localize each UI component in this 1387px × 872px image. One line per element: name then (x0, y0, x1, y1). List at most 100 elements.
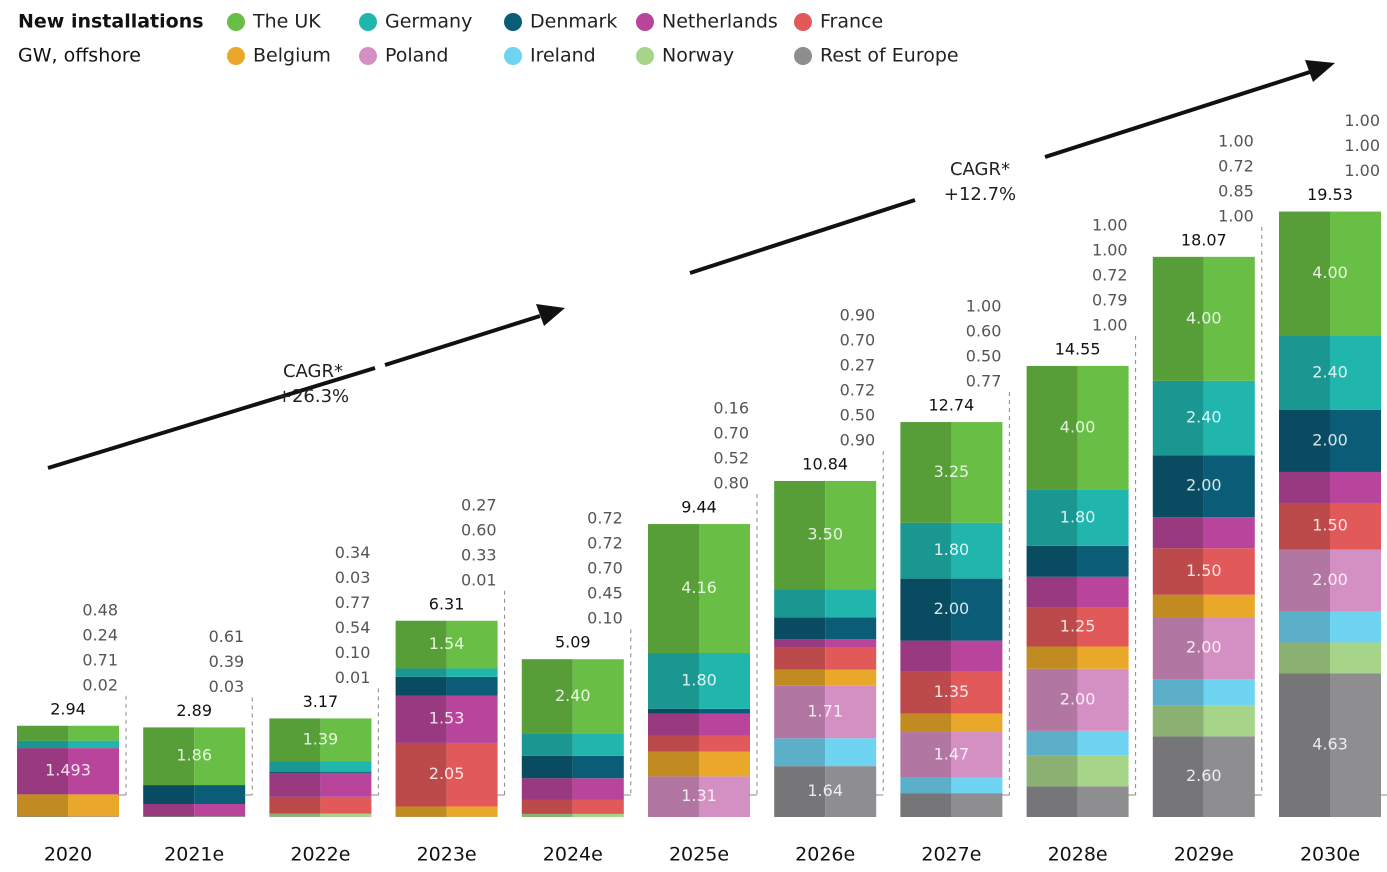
total-label: 10.84 (802, 454, 848, 473)
side-label: 0.34 (335, 543, 371, 562)
legend-label: France (820, 11, 883, 33)
data-label: 1.53 (429, 709, 465, 728)
bar-shade (1027, 786, 1078, 817)
bar-shade (396, 669, 447, 677)
side-label: 1.00 (1092, 315, 1128, 334)
bar-face (1204, 679, 1255, 705)
total-label: 14.55 (1055, 339, 1101, 358)
bar-face (825, 738, 876, 766)
bar-face (825, 647, 876, 669)
data-label: 1.71 (807, 701, 843, 720)
x-tick-label: 2026e (795, 844, 855, 866)
bar-shade (522, 814, 573, 817)
side-label: 0.70 (840, 330, 876, 349)
arrow-head (1305, 60, 1335, 82)
x-tick-label: 2023e (417, 844, 477, 866)
side-label: 0.60 (966, 322, 1002, 341)
legend-label: Poland (385, 45, 448, 67)
bar-shade (648, 752, 699, 777)
bar-shade (1279, 642, 1330, 673)
bar-segment (648, 735, 750, 751)
side-label: 0.72 (1218, 156, 1254, 175)
bar-segment (17, 794, 119, 816)
bar-shade (1027, 755, 1078, 786)
total-label: 2.94 (50, 699, 86, 718)
data-label: 2.40 (1312, 362, 1348, 381)
data-label: 1.50 (1186, 561, 1222, 580)
bar-shade (522, 756, 573, 778)
bar-segment (648, 714, 750, 736)
x-tick-label: 2022e (290, 844, 350, 866)
bar-segment (774, 670, 876, 686)
bar-shade (900, 641, 951, 672)
bar-shade (143, 785, 194, 804)
bar-segment (1153, 705, 1255, 736)
bar-shade (774, 639, 825, 647)
bar-segment (1027, 755, 1129, 786)
side-label: 0.77 (335, 593, 371, 612)
bar-face (573, 800, 624, 814)
bar-face (1078, 546, 1129, 577)
legend-label: Belgium (253, 45, 331, 67)
data-label: 1.493 (45, 761, 91, 780)
legend-swatch (504, 47, 522, 65)
bar-face (1204, 517, 1255, 548)
data-label: 2.00 (1312, 430, 1348, 449)
bar-face (573, 814, 624, 817)
bar-shade (522, 778, 573, 800)
bar-shade (1153, 679, 1204, 705)
bar-segment (143, 804, 245, 816)
bar-face (951, 713, 1002, 732)
data-label: 2.00 (1312, 570, 1348, 589)
bar-segment (774, 639, 876, 647)
bar-shade (774, 670, 825, 686)
arrow-line (48, 368, 375, 468)
side-label: 0.50 (966, 347, 1002, 366)
legend-label: The UK (252, 11, 321, 33)
side-label: 0.90 (840, 305, 876, 324)
legend-label: Denmark (530, 11, 617, 33)
bar-segment (396, 677, 498, 696)
arrow-line (1045, 72, 1310, 157)
bar-shade (143, 804, 194, 816)
bar-segment (774, 617, 876, 639)
bar-shade (774, 589, 825, 617)
bar-segment (774, 589, 876, 617)
side-label: 0.70 (713, 424, 749, 443)
legend-swatch (359, 47, 377, 65)
bar-segment (522, 800, 624, 814)
bar-segment (774, 738, 876, 766)
legend-swatch (794, 47, 812, 65)
bar-segment (269, 814, 371, 817)
bar-face (1078, 755, 1129, 786)
side-label: 1.00 (1344, 136, 1380, 155)
bar-face (320, 762, 371, 773)
bar-segment (1279, 472, 1381, 503)
bar-segment (1027, 647, 1129, 669)
data-label: 1.86 (176, 746, 212, 765)
side-label: 0.72 (840, 380, 876, 399)
bar-shade (17, 794, 68, 816)
legend-swatch (794, 13, 812, 31)
bar-segment (17, 741, 119, 748)
bar-face (320, 797, 371, 814)
legend-swatch (636, 47, 654, 65)
bar-face (447, 677, 498, 696)
bar-shade (269, 762, 320, 773)
bar-face (1204, 595, 1255, 617)
bar-segment (648, 709, 750, 714)
side-label: 0.10 (335, 643, 371, 662)
data-label: 1.35 (934, 682, 970, 701)
side-label: 1.00 (1218, 206, 1254, 225)
bar-shade (1279, 611, 1330, 642)
bar-face (699, 752, 750, 777)
data-label: 1.31 (681, 786, 717, 805)
total-label: 5.09 (555, 633, 591, 652)
side-label: 1.00 (1092, 215, 1128, 234)
chart-title: New installations (18, 11, 204, 33)
bar-face (1330, 611, 1381, 642)
data-label: 4.00 (1312, 263, 1348, 282)
total-label: 3.17 (303, 692, 339, 711)
bar-face (1204, 705, 1255, 736)
